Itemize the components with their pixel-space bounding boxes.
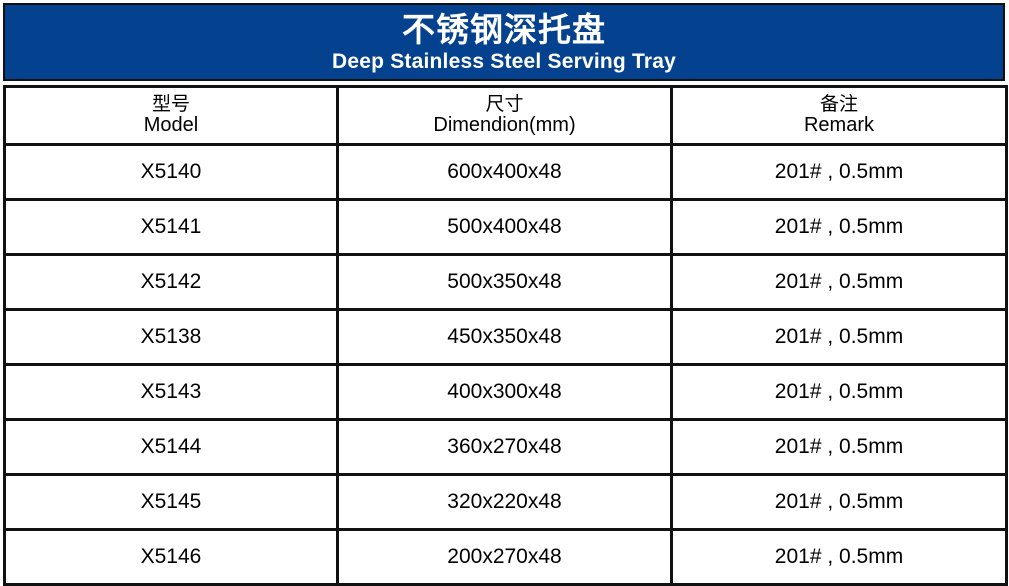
spec-sheet: 不锈钢深托盘 Deep Stainless Steel Serving Tray… (3, 3, 1008, 586)
cell-dimension: 360x270x48 (336, 418, 673, 476)
column-header-remark: 备注 Remark (670, 85, 1008, 146)
cell-remark: 201# , 0.5mm (670, 198, 1008, 256)
table-body: X5140 600x400x48 201# , 0.5mm X5141 500x400x… (3, 143, 1008, 586)
cell-model: X5144 (3, 418, 339, 476)
cell-dimension: 200x270x48 (336, 528, 673, 586)
cell-model: X5140 (3, 143, 339, 201)
cell-model: X5142 (3, 253, 339, 311)
cell-dimension: 500x350x48 (336, 253, 673, 311)
table-row: X5144 360x270x48 201# , 0.5mm (3, 418, 1008, 476)
cell-dimension: 450x350x48 (336, 308, 673, 366)
cell-model: X5141 (3, 198, 339, 256)
table-header: 型号 Model 尺寸 Dimendion(mm) 备注 Remark (3, 85, 1008, 146)
column-header-model: 型号 Model (3, 85, 339, 146)
cell-remark: 201# , 0.5mm (670, 528, 1008, 586)
column-header-dimension: 尺寸 Dimendion(mm) (336, 85, 673, 146)
cell-dimension: 400x300x48 (336, 363, 673, 421)
column-header-dimension-chinese: 尺寸 (485, 93, 524, 116)
cell-dimension: 500x400x48 (336, 198, 673, 256)
banner-title-chinese: 不锈钢深托盘 (402, 9, 606, 49)
column-header-model-chinese: 型号 (151, 93, 190, 116)
column-header-dimension-english: Dimendion(mm) (433, 113, 576, 136)
table-row: X5140 600x400x48 201# , 0.5mm (3, 143, 1008, 201)
cell-remark: 201# , 0.5mm (670, 363, 1008, 421)
cell-model: X5138 (3, 308, 339, 366)
cell-dimension: 600x400x48 (336, 143, 673, 201)
cell-model: X5143 (3, 363, 339, 421)
cell-dimension: 320x220x48 (336, 473, 673, 531)
cell-remark: 201# , 0.5mm (670, 308, 1008, 366)
table-header-row: 型号 Model 尺寸 Dimendion(mm) 备注 Remark (3, 85, 1008, 146)
specification-table: 型号 Model 尺寸 Dimendion(mm) 备注 Remark X514… (3, 85, 1008, 586)
cell-remark: 201# , 0.5mm (670, 418, 1008, 476)
cell-model: X5145 (3, 473, 339, 531)
cell-model: X5146 (3, 528, 339, 586)
banner-title-english: Deep Stainless Steel Serving Tray (332, 49, 676, 73)
column-header-remark-chinese: 备注 (819, 93, 858, 116)
cell-remark: 201# , 0.5mm (670, 473, 1008, 531)
table-row: X5146 200x270x48 201# , 0.5mm (3, 528, 1008, 586)
table-row: X5142 500x350x48 201# , 0.5mm (3, 253, 1008, 311)
table-row: X5143 400x300x48 201# , 0.5mm (3, 363, 1008, 421)
column-header-model-english: Model (143, 113, 199, 136)
table-row: X5141 500x400x48 201# , 0.5mm (3, 198, 1008, 256)
table-row: X5138 450x350x48 201# , 0.5mm (3, 308, 1008, 366)
column-header-remark-english: Remark (803, 113, 874, 136)
title-banner: 不锈钢深托盘 Deep Stainless Steel Serving Tray (3, 3, 1005, 81)
cell-remark: 201# , 0.5mm (670, 253, 1008, 311)
table-row: X5145 320x220x48 201# , 0.5mm (3, 473, 1008, 531)
cell-remark: 201# , 0.5mm (670, 143, 1008, 201)
